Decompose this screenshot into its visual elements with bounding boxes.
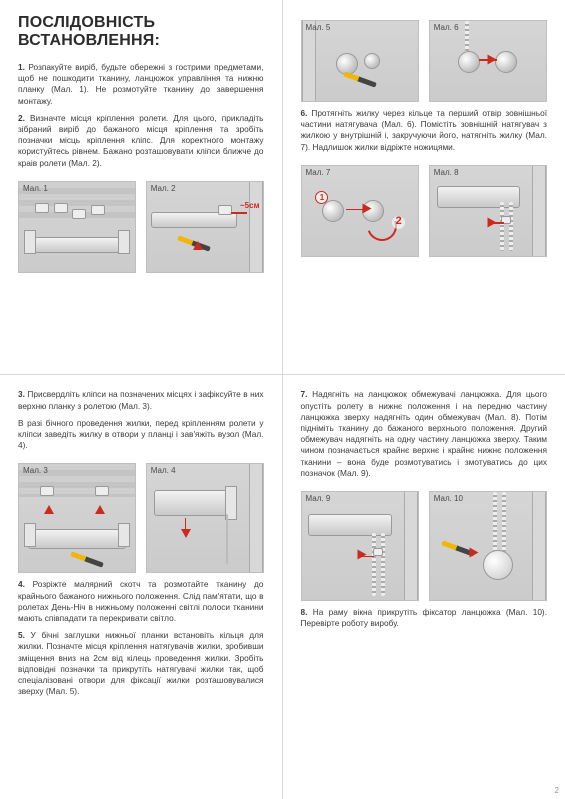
figure-illustration bbox=[429, 20, 547, 102]
figure-label: Мал. 4 bbox=[151, 466, 176, 475]
quadrant-bottom-right: 7. Надягніть на ланцюжок обмежувачі ланц… bbox=[283, 375, 565, 799]
step-1: 1. Розпакуйте виріб, будьте обережні з г… bbox=[18, 62, 264, 107]
page-number: 2 bbox=[555, 786, 559, 795]
figure-label: Мал. 8 bbox=[434, 168, 459, 177]
figure-illustration bbox=[18, 181, 136, 273]
figure-label: Мал. 10 bbox=[434, 494, 463, 503]
figure-4: Мал. 4 bbox=[146, 463, 264, 573]
step-7: 7. Надягніть на ланцюжок обмежувачі ланц… bbox=[301, 389, 548, 479]
figure-illustration bbox=[146, 463, 264, 573]
figure-illustration bbox=[18, 463, 136, 573]
figure-label: Мал. 2 bbox=[151, 184, 176, 193]
figure-6: Мал. 6 bbox=[429, 20, 547, 102]
figure-row-1-2: Мал. 1 Мал. 2 ~5см bbox=[18, 181, 264, 273]
figure-9: Мал. 9 bbox=[301, 491, 419, 601]
figure-2: Мал. 2 ~5см bbox=[146, 181, 264, 273]
figure-illustration: 1 2 bbox=[301, 165, 419, 257]
figure-3: Мал. 3 bbox=[18, 463, 136, 573]
quadrant-top-right: Мал. 5 Мал. 6 6. Протягніт bbox=[283, 0, 565, 375]
step-4: 4. Розріжте малярний скотч та розмотайте… bbox=[18, 579, 264, 624]
figure-label: Мал. 3 bbox=[23, 466, 48, 475]
step-3: 3. Присвердліть кліпси на позначених міс… bbox=[18, 389, 264, 411]
figure-label: Мал. 5 bbox=[306, 23, 331, 32]
step-3b: В разі бічного проведення жилки, перед к… bbox=[18, 418, 264, 452]
figure-row-9-10: Мал. 9 Мал. 10 bbox=[301, 491, 548, 601]
figure-illustration: ~5см bbox=[146, 181, 264, 273]
figure-illustration bbox=[429, 165, 547, 257]
figure-label: Мал. 1 bbox=[23, 184, 48, 193]
callout-2: 2 bbox=[392, 216, 405, 229]
figure-row-3-4: Мал. 3 Мал. 4 bbox=[18, 463, 264, 573]
figure-label: Мал. 7 bbox=[306, 168, 331, 177]
figure-row-7-8: Мал. 7 1 2 Мал. 8 bbox=[301, 165, 548, 257]
step-5: 5. У бічні заглушки нижньої планки встан… bbox=[18, 630, 264, 697]
figure-8: Мал. 8 bbox=[429, 165, 547, 257]
figure-illustration bbox=[301, 20, 419, 102]
dimension-label: ~5см bbox=[240, 201, 260, 210]
step-6: 6. Протягніть жилку через кільце та перш… bbox=[301, 108, 548, 153]
step-8: 8. На раму вікна прикрутіть фіксатор лан… bbox=[301, 607, 548, 629]
figure-illustration bbox=[429, 491, 547, 601]
figure-5: Мал. 5 bbox=[301, 20, 419, 102]
figure-10: Мал. 10 bbox=[429, 491, 547, 601]
figure-illustration bbox=[301, 491, 419, 601]
quadrant-bottom-left: 3. Присвердліть кліпси на позначених міс… bbox=[0, 375, 283, 799]
step-2: 2. Визначте місця кріплення ролети. Для … bbox=[18, 113, 264, 169]
figure-7: Мал. 7 1 2 bbox=[301, 165, 419, 257]
quadrant-top-left: ПОСЛІДОВНІСТЬ ВСТАНОВЛЕННЯ: 1. Розпакуйт… bbox=[0, 0, 283, 375]
figure-label: Мал. 9 bbox=[306, 494, 331, 503]
figure-1: Мал. 1 bbox=[18, 181, 136, 273]
figure-row-5-6: Мал. 5 Мал. 6 bbox=[301, 20, 548, 102]
figure-label: Мал. 6 bbox=[434, 23, 459, 32]
page-title: ПОСЛІДОВНІСТЬ ВСТАНОВЛЕННЯ: bbox=[18, 14, 264, 50]
